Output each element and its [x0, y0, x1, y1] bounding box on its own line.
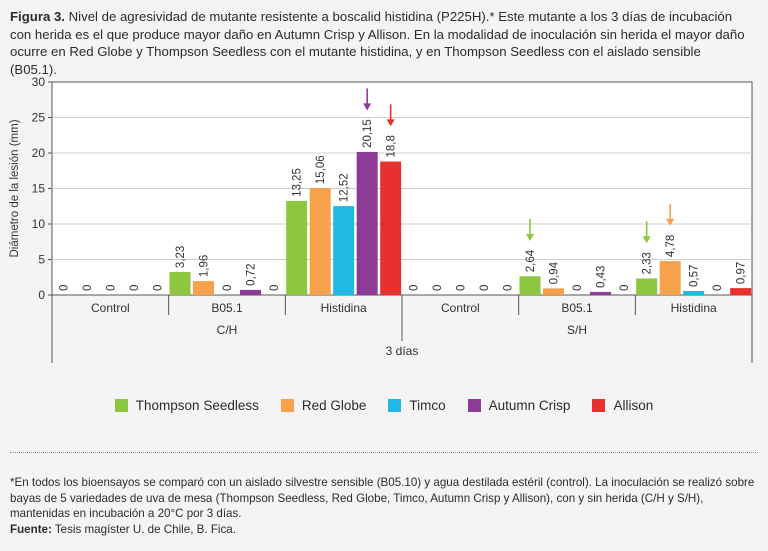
y-tick-label: 0 — [38, 288, 45, 302]
gridlines — [51, 81, 753, 296]
source-label: Fuente: — [10, 522, 52, 536]
bar — [286, 200, 308, 295]
data-label: 0 — [152, 285, 164, 291]
data-label: 12,52 — [339, 173, 351, 202]
y-tick-label: 20 — [32, 146, 46, 160]
legend-swatch — [388, 399, 402, 412]
category-label: Control — [91, 301, 130, 315]
data-label: 0 — [58, 285, 70, 291]
data-label: 0 — [82, 285, 94, 291]
data-label: 0 — [455, 285, 467, 291]
condition-label: S/H — [567, 323, 587, 337]
data-label: 0,57 — [689, 265, 701, 287]
legend-item: Allison — [592, 398, 653, 413]
bar-chart: 0 5 10 15 20 25 30 Diámetro de la lesión (mm) 0… — [9, 75, 753, 363]
data-label: 18,8 — [386, 135, 398, 157]
bar — [169, 272, 191, 295]
condition-label: C/H — [217, 323, 238, 337]
data-label: 0 — [502, 285, 514, 291]
category-label: Control — [441, 301, 480, 315]
bar — [193, 281, 214, 295]
footnote-text: *En todos los bioensayos se comparó con … — [10, 476, 755, 521]
legend-item: Red Globe — [280, 398, 367, 413]
legend-item: Autumn Crisp — [467, 398, 571, 413]
category-label: B05.1 — [561, 301, 593, 315]
data-label: 0 — [712, 285, 724, 291]
legend-item: Thompson Seedless — [114, 398, 259, 413]
category-label: Histidina — [671, 301, 717, 315]
bar — [659, 261, 681, 295]
legend-swatch — [592, 399, 606, 412]
y-tick-label: 25 — [32, 111, 46, 125]
arrow-head — [363, 103, 372, 111]
caption-text: Nivel de agresividad de mutante resisten… — [10, 9, 745, 77]
bar — [356, 151, 378, 295]
y-tick-label: 15 — [32, 182, 46, 196]
data-label: 20,15 — [362, 119, 374, 148]
footnote: *En todos los bioensayos se comparó con … — [10, 475, 755, 537]
bar — [590, 291, 611, 295]
data-label: 0 — [269, 285, 281, 291]
bar — [240, 289, 261, 295]
data-label: 1,96 — [199, 255, 211, 277]
figure-caption: Figura 3. Nivel de agresividad de mutant… — [10, 8, 750, 78]
data-label: 0 — [129, 285, 141, 291]
y-tick-label: 30 — [32, 75, 46, 89]
bar — [309, 188, 331, 295]
legend-label: Allison — [613, 398, 654, 413]
data-label: 0,94 — [549, 261, 561, 284]
bar — [543, 288, 564, 295]
data-label: 0 — [222, 285, 234, 291]
legend-label: Timco — [409, 398, 446, 413]
bar — [519, 276, 541, 295]
data-label: 15,06 — [315, 155, 327, 184]
data-label: 0 — [572, 285, 584, 291]
y-tick-label: 5 — [38, 253, 45, 267]
data-label: 4,78 — [665, 235, 677, 257]
bars: 0 0 0 0 0 3,23 1,96 0 0,72 0 13,25 15,06 12,52 20,15 1… — [58, 88, 752, 295]
divider — [10, 452, 758, 453]
y-tick-label: 10 — [32, 217, 46, 231]
legend-swatch — [280, 399, 294, 412]
source-line: Fuente: Tesis magíster U. de Chile, B. F… — [10, 522, 755, 538]
arrow-head — [526, 234, 534, 242]
data-label: 13,25 — [292, 168, 304, 197]
data-label: 0 — [408, 285, 420, 291]
y-axis: 0 5 10 15 20 25 30 Diámetro de la lesión (mm) — [9, 75, 52, 302]
legend-label: Thompson Seedless — [135, 398, 259, 413]
arrow-head — [642, 236, 651, 244]
legend: Thompson Seedless Red Globe Timco Autumn Cr… — [0, 398, 768, 413]
data-label: 0 — [479, 285, 491, 291]
data-label: 2,33 — [642, 252, 654, 274]
bar — [636, 278, 658, 295]
bar — [380, 161, 402, 295]
legend-swatch — [467, 399, 481, 412]
category-label: Histidina — [321, 301, 367, 315]
data-label: 0 — [105, 285, 117, 291]
source-text: Tesis magíster U. de Chile, B. Fica. — [54, 522, 236, 536]
bar — [333, 206, 355, 295]
legend-label: Autumn Crisp — [488, 398, 571, 413]
data-label: 3,23 — [175, 246, 187, 268]
caption-label: Figura 3. — [10, 9, 65, 24]
data-label: 0,43 — [596, 266, 608, 288]
category-label: B05.1 — [211, 301, 243, 315]
data-label: 2,64 — [525, 249, 537, 272]
arrow-head — [386, 119, 395, 127]
data-label: 0,97 — [736, 262, 748, 284]
data-label: 0 — [619, 285, 631, 291]
data-label: 0 — [432, 285, 444, 291]
arrow-head — [666, 218, 675, 226]
legend-label: Red Globe — [301, 398, 367, 413]
data-label: 0,72 — [246, 263, 258, 285]
bar — [683, 290, 705, 295]
x-axis-label: 3 días — [386, 344, 419, 358]
bar — [730, 288, 752, 295]
legend-item: Timco — [388, 398, 446, 413]
legend-swatch — [114, 399, 128, 412]
x-axis: Control B05.1 Histidina Control B05.1 Histidi… — [51, 295, 753, 363]
y-axis-label: Diámetro de la lesión (mm) — [9, 119, 21, 257]
